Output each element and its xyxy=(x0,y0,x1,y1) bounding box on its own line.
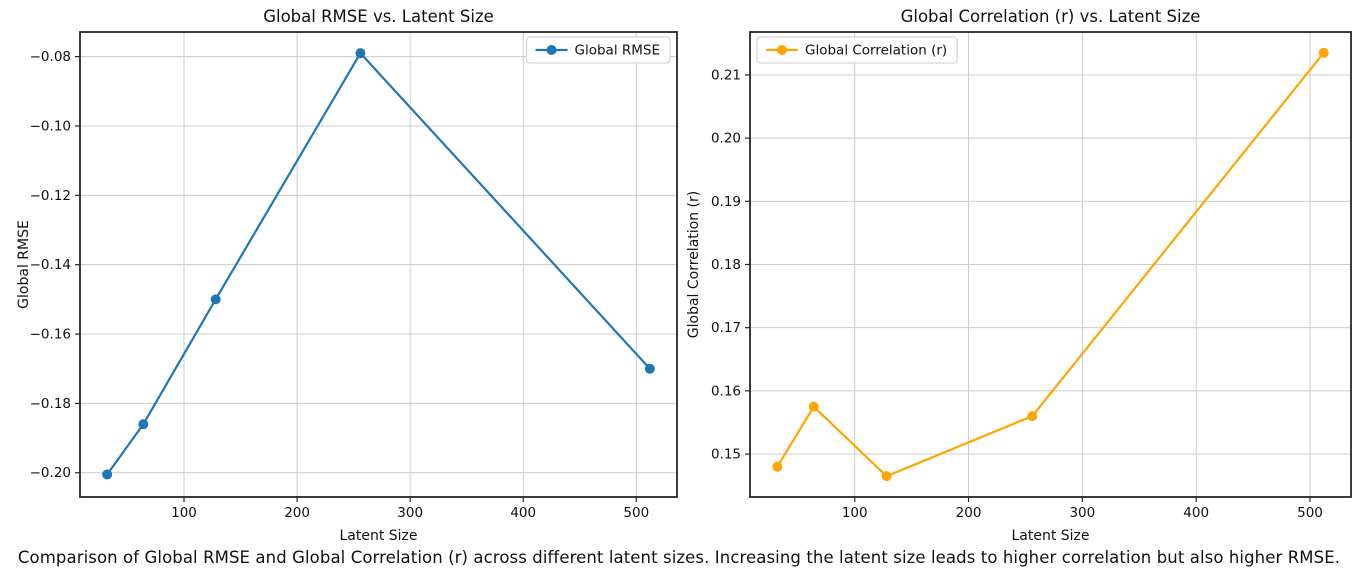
x-tick-label: 400 xyxy=(510,505,536,521)
correlation-chart: 100 200 300 400 500 0.15 0.16 0.17 0.18 0.19 0.20 0… xyxy=(686,7,1352,544)
legend-label: Global Correlation (r) xyxy=(805,43,947,59)
y-tick-label: 0.16 xyxy=(711,383,741,399)
data-point-marker xyxy=(138,419,149,430)
y-tick-label: −0.12 xyxy=(30,188,71,204)
x-tick-label: 500 xyxy=(623,505,649,521)
rmse-chart: 100 200 300 400 500 −0.20 −0.18 −0.16 −0.14 −0.12… xyxy=(16,7,678,544)
y-tick-label: −0.20 xyxy=(30,465,71,481)
data-point-marker xyxy=(1027,411,1038,422)
x-tick-label: 200 xyxy=(956,505,982,521)
y-tick-label: −0.14 xyxy=(30,257,71,273)
x-tick-label: 500 xyxy=(1297,505,1323,521)
x-tick-label: 100 xyxy=(842,505,868,521)
y-tick-label: −0.16 xyxy=(30,327,71,343)
legend-label: Global RMSE xyxy=(575,43,660,59)
y-tick-label: 0.20 xyxy=(711,131,741,147)
legend-box xyxy=(526,36,671,64)
y-axis-label: Global RMSE xyxy=(16,220,32,309)
data-point-marker xyxy=(772,461,783,472)
figure-caption: Comparison of Global RMSE and Global Cor… xyxy=(17,548,1341,567)
y-tick-label: 0.15 xyxy=(711,447,741,463)
y-tick-label: 0.21 xyxy=(711,67,741,83)
y-tick-label: 0.18 xyxy=(711,257,741,273)
data-point-marker xyxy=(644,363,655,374)
data-point-marker xyxy=(881,471,892,482)
data-point-marker xyxy=(808,401,819,412)
x-tick-label: 400 xyxy=(1183,505,1209,521)
x-tick-label: 300 xyxy=(397,505,423,521)
y-axis-label: Global Correlation (r) xyxy=(686,191,702,338)
y-tick-label: 0.19 xyxy=(711,194,741,210)
data-point-marker xyxy=(1318,47,1329,58)
y-tick-label: −0.18 xyxy=(30,396,71,412)
y-tick-label: 0.17 xyxy=(711,320,741,336)
x-tick-label: 200 xyxy=(284,505,310,521)
x-axis-label: Latent Size xyxy=(339,528,417,544)
x-axis-label: Latent Size xyxy=(1011,528,1089,544)
y-tick-label: −0.10 xyxy=(30,118,71,134)
legend: Global Correlation (r) xyxy=(756,36,958,64)
chart-title: Global RMSE vs. Latent Size xyxy=(263,7,494,26)
data-point-marker xyxy=(355,48,366,59)
y-tick-label: −0.08 xyxy=(30,49,71,65)
data-point-marker xyxy=(102,469,113,480)
data-line xyxy=(106,52,651,476)
legend-box xyxy=(756,36,958,64)
x-tick-label: 100 xyxy=(171,505,197,521)
chart-title: Global Correlation (r) vs. Latent Size xyxy=(901,7,1201,26)
data-point-marker xyxy=(210,294,221,305)
legend: Global RMSE xyxy=(526,36,671,64)
legend-marker-sample xyxy=(777,45,787,55)
x-tick-label: 300 xyxy=(1069,505,1095,521)
legend-marker-sample xyxy=(546,45,557,55)
